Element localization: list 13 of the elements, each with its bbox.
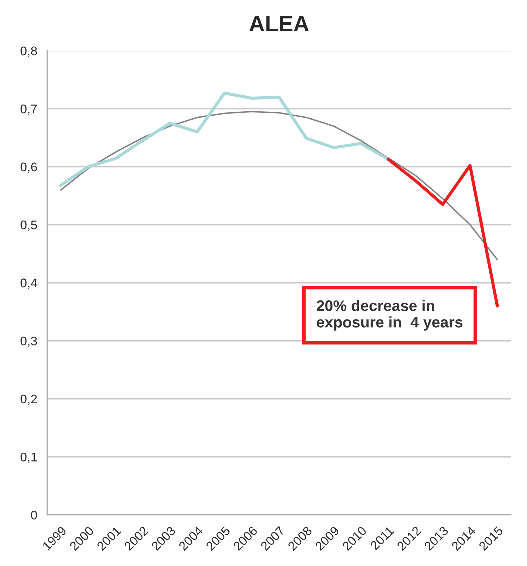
- y-tick-label: 0,4: [20, 278, 38, 290]
- line-series: [60, 92, 390, 188]
- y-tick-label: 0,8: [20, 46, 38, 58]
- chart-title: ALEA: [250, 16, 309, 32]
- y-tick-label: 0,6: [20, 162, 38, 174]
- y-tick-label: 0: [31, 510, 38, 520]
- y-tick-label: 0,1: [20, 452, 38, 464]
- y-tick-label: 0,5: [20, 220, 38, 232]
- y-tick-label: 0,3: [20, 336, 38, 348]
- line-series: [60, 111, 498, 260]
- y-tick-label: 0,7: [20, 104, 38, 116]
- y-tick-label: 0,2: [20, 394, 38, 406]
- annotation: 20% decrease in exposure in 4 years: [316, 300, 463, 331]
